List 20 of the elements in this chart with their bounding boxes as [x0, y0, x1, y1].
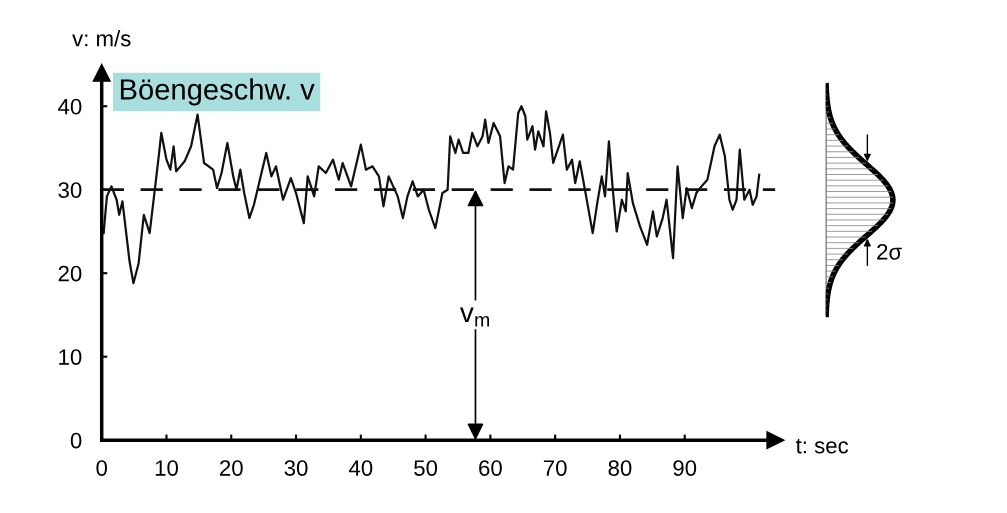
x-tick-label: 80 [608, 460, 632, 476]
x-tick-label: 50 [414, 460, 438, 476]
y-tick-label: 10 [59, 349, 82, 365]
x-tick-label: 30 [284, 460, 308, 476]
x-tick-label: 70 [543, 460, 567, 476]
x-axis-title: t: sec [795, 438, 849, 454]
x-tick-label: 90 [673, 460, 697, 476]
y-tick-label: 0 [70, 432, 82, 449]
y-tick-label: 40 [58, 98, 82, 115]
text: 2σ [877, 243, 902, 260]
x-tick-label: 20 [220, 460, 243, 476]
y-tick-label: 30 [58, 182, 82, 198]
annotation: Böengeschw. v [120, 78, 315, 106]
x-tick-label: 40 [348, 460, 373, 476]
y-axis-title: v: m/s [72, 30, 131, 47]
annotation: v$_{m}$ [460, 307, 489, 327]
x-tick-label: 60 [479, 460, 502, 476]
x-tick-label: 0 [96, 460, 108, 476]
y-tick-label: 20 [58, 265, 82, 282]
x-tick-label: 10 [155, 460, 178, 476]
